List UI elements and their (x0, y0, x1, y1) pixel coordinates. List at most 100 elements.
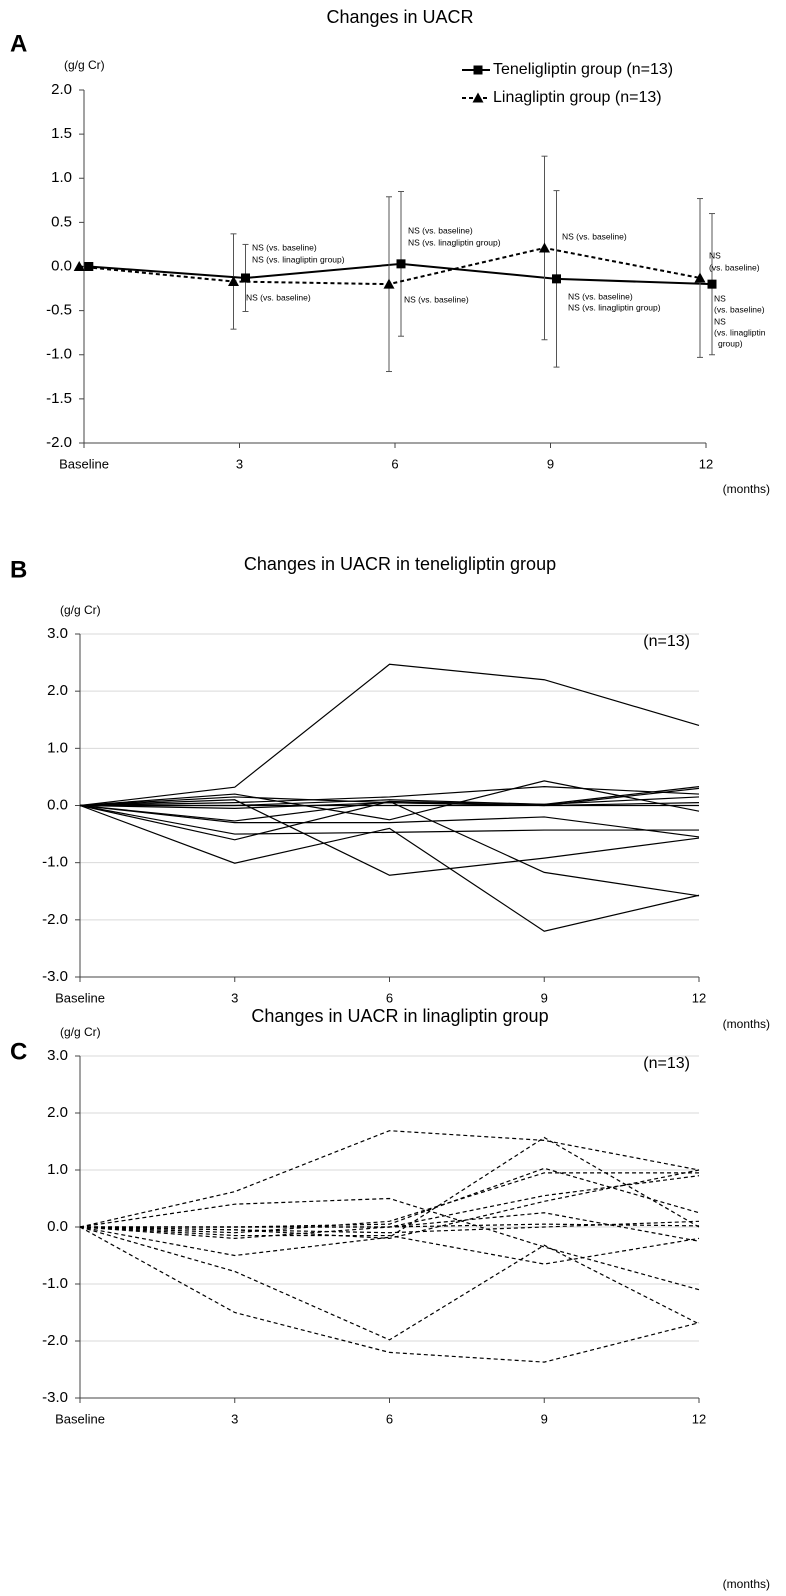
annotation: NS (714, 316, 726, 326)
series-line (79, 1197, 700, 1291)
x-tick-label: 6 (391, 456, 398, 471)
series-line (79, 786, 700, 822)
annotation: NS (709, 250, 721, 260)
x-unit: (months) (723, 1017, 770, 1031)
series-line (79, 1220, 700, 1234)
annotation: (vs. baseline) (709, 262, 760, 272)
x-tick-label: 12 (699, 456, 713, 471)
x-tick-label: 12 (692, 1411, 706, 1426)
x-tick-label: 9 (541, 990, 548, 1005)
marker (539, 242, 550, 253)
annotation: NS (vs. baseline) (562, 231, 627, 241)
annotation: (vs. baseline) (714, 304, 765, 314)
x-tick-label: Baseline (55, 990, 105, 1005)
x-tick-label: 6 (386, 1411, 393, 1426)
legend-label: Teneligliptin group (n=13) (493, 61, 673, 78)
series-line (79, 804, 700, 838)
n-label: (n=13) (643, 633, 690, 650)
y-tick-label: 1.0 (51, 169, 72, 186)
y-tick-label: -2.0 (42, 911, 68, 928)
y-tick-label: 3.0 (47, 1047, 68, 1064)
x-tick-label: Baseline (59, 456, 109, 471)
chart-title: Changes in UACR in teneligliptin group (244, 554, 556, 574)
series-line (79, 799, 700, 876)
y-tick-label: -0.5 (46, 302, 72, 319)
marker (396, 259, 406, 269)
chart-title: Changes in UACR (326, 7, 473, 27)
y-tick-label: 2.0 (47, 682, 68, 699)
marker (228, 276, 239, 287)
y-tick-label: -3.0 (42, 1389, 68, 1406)
series-line (79, 780, 700, 821)
n-label: (n=13) (643, 1055, 690, 1072)
series-line (79, 1136, 700, 1257)
x-tick-label: Baseline (55, 1411, 105, 1426)
series-line (79, 1226, 700, 1341)
series-line (79, 1169, 700, 1240)
series-line (79, 804, 699, 835)
series-line (79, 796, 699, 807)
y-tick-label: 0.0 (47, 796, 68, 813)
marker (694, 272, 706, 283)
y-tick-label: -3.0 (42, 968, 68, 985)
x-tick-label: 3 (231, 990, 238, 1005)
x-tick-label: 12 (692, 990, 706, 1005)
y-unit: (g/g Cr) (60, 1025, 101, 1039)
x-unit: (months) (723, 482, 770, 496)
series-line (80, 796, 700, 807)
chart-title: Changes in UACR in linagliptin group (251, 1006, 548, 1026)
panel-label: B (10, 556, 27, 583)
y-tick-label: 0.0 (47, 1218, 68, 1235)
y-tick-label: 1.5 (51, 125, 72, 142)
x-unit: (months) (723, 1577, 770, 1591)
y-tick-label: 2.0 (47, 1104, 68, 1121)
annotation: NS (vs. baseline) (408, 225, 473, 235)
y-tick-label: -1.0 (46, 346, 72, 363)
panel-label: A (10, 30, 27, 57)
y-unit: (g/g Cr) (64, 58, 105, 72)
annotation: NS (vs. baseline) (252, 242, 317, 252)
legend-marker (472, 92, 484, 103)
annotation: NS (vs. linagliptin group) (408, 237, 501, 247)
y-tick-label: 2.0 (51, 81, 72, 98)
series-line (79, 1226, 700, 1363)
legend-marker (473, 65, 483, 75)
y-tick-label: -2.0 (42, 1332, 68, 1349)
marker (552, 274, 561, 284)
annotation: NS (714, 293, 726, 303)
y-tick-label: -1.5 (46, 390, 72, 407)
series-line (79, 1172, 699, 1234)
marker (383, 278, 395, 289)
annotation: NS (vs. linagliptin group) (568, 302, 661, 312)
legend-label: Linagliptin group (n=13) (493, 89, 662, 106)
panel-label: C (10, 1038, 27, 1065)
annotation: NS (vs. baseline) (404, 294, 469, 304)
annotation: group) (718, 338, 743, 348)
series-line (79, 1226, 700, 1265)
y-tick-label: 0.5 (51, 213, 72, 230)
annotation: NS (vs. baseline) (246, 292, 311, 302)
series-line (79, 1130, 700, 1228)
x-tick-label: 6 (386, 990, 393, 1005)
series-line (79, 246, 701, 286)
annotation: NS (vs. baseline) (568, 291, 633, 301)
series-line (80, 1167, 700, 1228)
x-tick-label: 9 (547, 456, 554, 471)
marker (73, 261, 85, 271)
marker (707, 279, 717, 289)
y-tick-label: 1.0 (47, 739, 68, 756)
series-line (80, 1223, 700, 1228)
series-line (79, 663, 700, 807)
y-unit: (g/g Cr) (60, 603, 101, 617)
x-tick-label: 9 (541, 1411, 548, 1426)
y-tick-label: 1.0 (47, 1161, 68, 1178)
y-tick-label: -1.0 (42, 854, 68, 871)
series-line (79, 804, 700, 932)
marker (241, 273, 250, 283)
annotation: (vs. linagliptin (714, 327, 766, 337)
y-tick-label: -1.0 (42, 1275, 68, 1292)
annotation: NS (vs. linagliptin group) (252, 254, 345, 264)
y-tick-label: 3.0 (47, 625, 68, 642)
y-tick-label: 0.0 (51, 257, 72, 274)
